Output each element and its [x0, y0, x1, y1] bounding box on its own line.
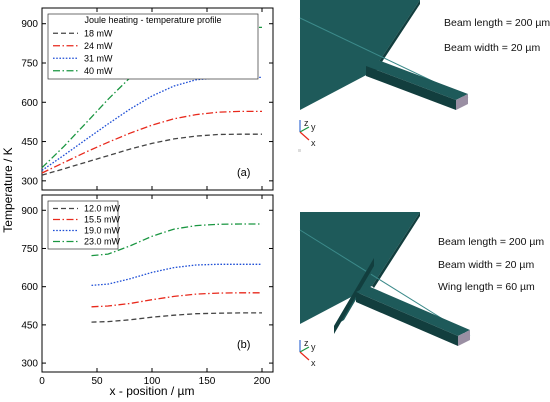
panel-label: (b) — [237, 339, 250, 351]
beam-diagram-top: z y x — [298, 0, 469, 152]
beam-top — [356, 286, 470, 336]
y-tick-label: 600 — [21, 282, 38, 293]
x-tick-label: 200 — [254, 376, 271, 387]
legend-entry: 15.5 mW — [84, 215, 121, 225]
series-line-3 — [41, 76, 262, 171]
beam-width-text: Beam width = 20 µm — [438, 259, 535, 271]
plot-frame — [41, 7, 274, 191]
chart-panel-1: 300 450 600 750 900 Joule heating - temperatu… — [21, 7, 274, 191]
beam-front — [366, 66, 456, 110]
axis-x-label: x — [311, 358, 316, 368]
x-tick-label: 50 — [91, 376, 103, 387]
substrate-edge — [372, 212, 420, 288]
x-tick-label: 0 — [39, 376, 45, 387]
y-tick-label: 450 — [21, 320, 38, 331]
x-tick-label: 100 — [144, 376, 161, 387]
y-tick-label: 300 — [21, 359, 38, 370]
series-line-1 — [41, 133, 262, 176]
legend-box — [47, 13, 259, 80]
beam-diagram-bottom: z y x — [299, 212, 471, 368]
legend-entry: 19.0 mW — [84, 226, 121, 236]
beam-width-text: Beam width = 20 µm — [444, 42, 541, 54]
axis-z-label: z — [304, 118, 309, 128]
x-axis-label: x - position / µm — [110, 384, 195, 398]
panel-label: (a) — [237, 167, 250, 179]
y-tick-label: 900 — [21, 206, 38, 217]
y-tick-label: 900 — [21, 19, 38, 30]
legend-entry: 24 mW — [84, 41, 113, 51]
axis-triad-bottom: z y x — [299, 338, 316, 368]
legend-entry: 12.0 mW — [84, 204, 121, 214]
series-line-2 — [91, 292, 262, 308]
beam-length-text: Beam length = 200 µm — [438, 236, 545, 248]
beam-length-text: Beam length = 200 µm — [444, 17, 550, 29]
wing-front — [334, 258, 374, 334]
axis-triad-top: z y x — [299, 118, 316, 148]
axis-z-label: z — [304, 338, 309, 348]
y-tick-label: 600 — [21, 98, 38, 109]
y-tick-label: 450 — [21, 137, 38, 148]
substrate-edge — [372, 0, 420, 74]
beam-end — [458, 330, 470, 346]
y-tick-label: 300 — [21, 176, 38, 187]
series-line-3 — [91, 263, 262, 287]
axis-y-label: y — [311, 122, 316, 132]
y-axis-label: Temperature / K — [1, 147, 15, 232]
series-line-2 — [41, 110, 262, 174]
legend-entry: 31 mW — [84, 53, 113, 63]
temperature-charts: Temperature / K x - position / µm 300 450… — [1, 7, 274, 398]
legend-entry: 40 mW — [84, 66, 113, 76]
series-line-1 — [91, 312, 262, 323]
y-tick-label: 750 — [21, 244, 38, 255]
beam-front — [356, 292, 458, 346]
wing-length-text: Wing length = 60 µm — [438, 281, 535, 293]
plot-frame — [41, 194, 274, 373]
x-tick-label: 150 — [199, 376, 216, 387]
legend-title: Joule heating - temperature profile — [84, 15, 221, 25]
series-line-4 — [91, 223, 262, 257]
substrate-top-face — [300, 0, 420, 110]
beam-top — [366, 60, 468, 100]
y-tick-label: 750 — [21, 58, 38, 69]
axis-y-label: y — [311, 342, 316, 352]
axis-x-label: x — [311, 138, 316, 148]
beam-end — [456, 94, 468, 110]
legend-entry: 18 mW — [84, 28, 113, 38]
legend-entry: 23.0 mW — [84, 237, 121, 247]
